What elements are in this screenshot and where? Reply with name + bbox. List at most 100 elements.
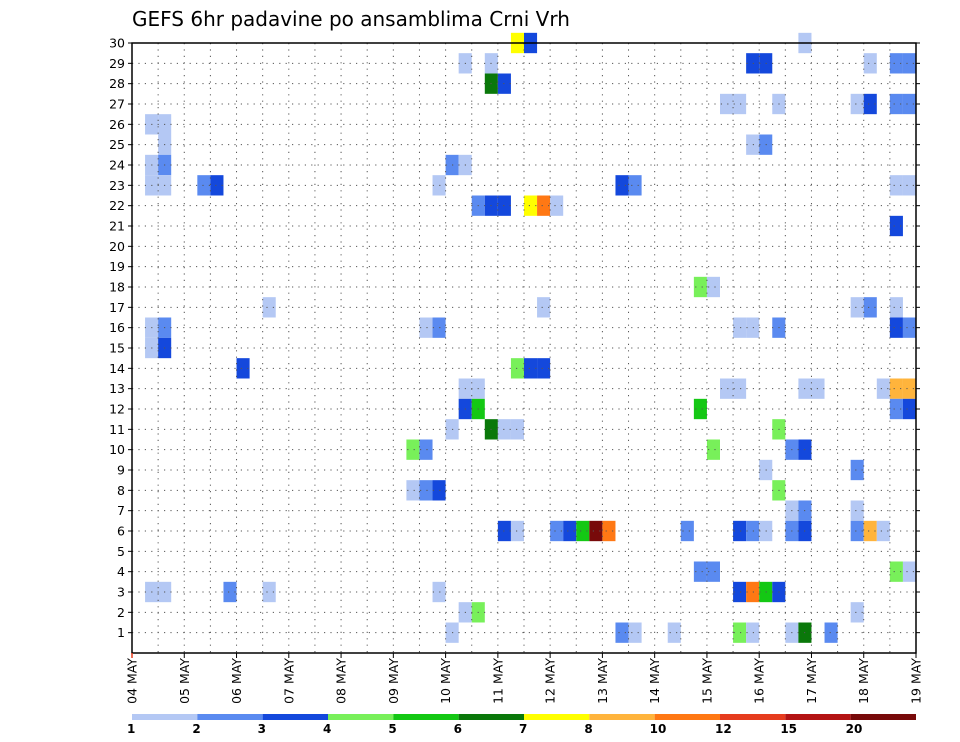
heatmap-cell [537,297,551,318]
x-axis: 04 MAY 05 MAY 06 MAY 07 MAY 08 MAY 09 MAY 10 M… [125,653,924,704]
heatmap-cell [850,602,864,623]
y-tick-label: 15 [109,341,125,356]
legend-swatch [589,714,655,720]
legend-label: 1 [127,722,135,736]
legend-label: 10 [650,722,667,736]
y-tick-label: 8 [117,483,125,498]
heatmap-cell [550,520,564,542]
heatmap-cell [497,419,511,440]
heatmap-cell [850,459,864,481]
y-tick-label: 10 [109,442,125,457]
y-tick-label: 13 [109,381,125,396]
legend-label: 2 [192,722,200,736]
y-tick-label: 18 [109,280,125,295]
heatmap-cell [733,520,747,542]
x-tick-label: 11 MAY [490,658,505,704]
legend-label: 4 [323,722,331,736]
heatmap-cell [902,317,916,338]
x-tick-label: 13 MAY [595,658,610,704]
heatmap-cell [262,297,276,318]
y-tick-label: 22 [109,198,125,213]
heatmap-cell [706,439,720,460]
heatmap-cell [863,297,877,318]
x-tick-label: 15 MAY [699,658,714,704]
heatmap-cell [746,53,760,74]
heatmap-cell [524,195,538,216]
legend-label: 6 [454,722,462,736]
heatmap-cell [850,93,864,115]
heatmap-cell [850,520,864,542]
legend-swatch [524,714,590,720]
x-tick-label: 09 MAY [386,658,401,704]
chart-grid [131,42,917,653]
heatmap-cell [889,53,903,74]
x-tick-label: 17 MAY [804,658,819,704]
legend-swatch [720,714,786,720]
heatmap-cell [497,73,511,94]
heatmap-cell [693,561,707,582]
heatmap-cell [902,93,916,115]
heatmap-cell [537,358,551,379]
legend-label: 3 [258,722,266,736]
heatmap-cell [850,500,864,521]
x-tick-label: 18 MAY [856,658,871,704]
heatmap-cell [889,317,903,338]
heatmap-cell [550,195,564,216]
legend-label: 7 [519,722,527,736]
y-tick-label: 6 [117,524,125,539]
x-tick-label: 05 MAY [177,658,192,704]
y-tick-label: 4 [117,564,125,579]
heatmap-cell [733,622,747,643]
y-tick-label: 5 [117,544,125,559]
y-tick-label: 12 [109,402,125,417]
heatmap-cell [510,419,524,440]
heatmap-cell [537,195,551,216]
heatmap-cell [589,520,603,542]
heatmap-cell [419,317,433,338]
y-tick-label: 7 [117,503,125,518]
heatmap-cell [693,398,707,420]
y-tick-label: 11 [109,422,125,437]
y-tick-label: 20 [109,239,125,254]
heatmap-cell [876,520,890,542]
legend-label: 12 [715,722,732,736]
y-tick-label: 24 [109,158,125,173]
heatmap-cell [889,175,903,196]
y-tick-label: 23 [109,178,125,193]
heatmap-cell [210,175,224,196]
heatmap-cell [497,520,511,542]
heatmap-cell [889,378,903,399]
legend-swatch [393,714,459,720]
heatmap-cell [850,297,864,318]
heatmap-cell [902,398,916,420]
heatmap-cell [863,520,877,542]
heatmap-cell [510,520,524,542]
y-tick-label: 27 [109,97,125,112]
heatmap-cell [262,581,276,603]
legend-label: 20 [846,722,863,736]
chart-title: GEFS 6hr padavine po ansamblima Crni Vrh [132,7,570,31]
y-tick-label: 17 [109,300,125,315]
legend-swatch [654,714,720,720]
heatmap-cell [746,622,760,643]
heatmap-cell [863,53,877,74]
heatmap-cell [746,317,760,338]
heatmap-cell [693,276,707,298]
heatmap-cell [889,398,903,420]
y-tick-label: 29 [109,56,125,71]
color-legend: 1 2 3 4 5 6 7 8 10 12 15 20 [127,714,916,736]
x-tick-label: 19 MAY [909,658,924,704]
y-tick-label: 28 [109,76,125,91]
y-tick-label: 1 [117,625,125,640]
x-tick-label: 14 MAY [647,658,662,704]
legend-label: 15 [780,722,797,736]
heatmap-cell [628,175,642,196]
heatmap-cell [824,622,838,643]
heatmap-cell [863,93,877,115]
heatmap-cell [406,439,420,460]
heatmap-cell [876,378,890,399]
heatmap-cell [706,276,720,298]
heatmap-cell [197,175,211,196]
heatmap-cell [615,175,629,196]
